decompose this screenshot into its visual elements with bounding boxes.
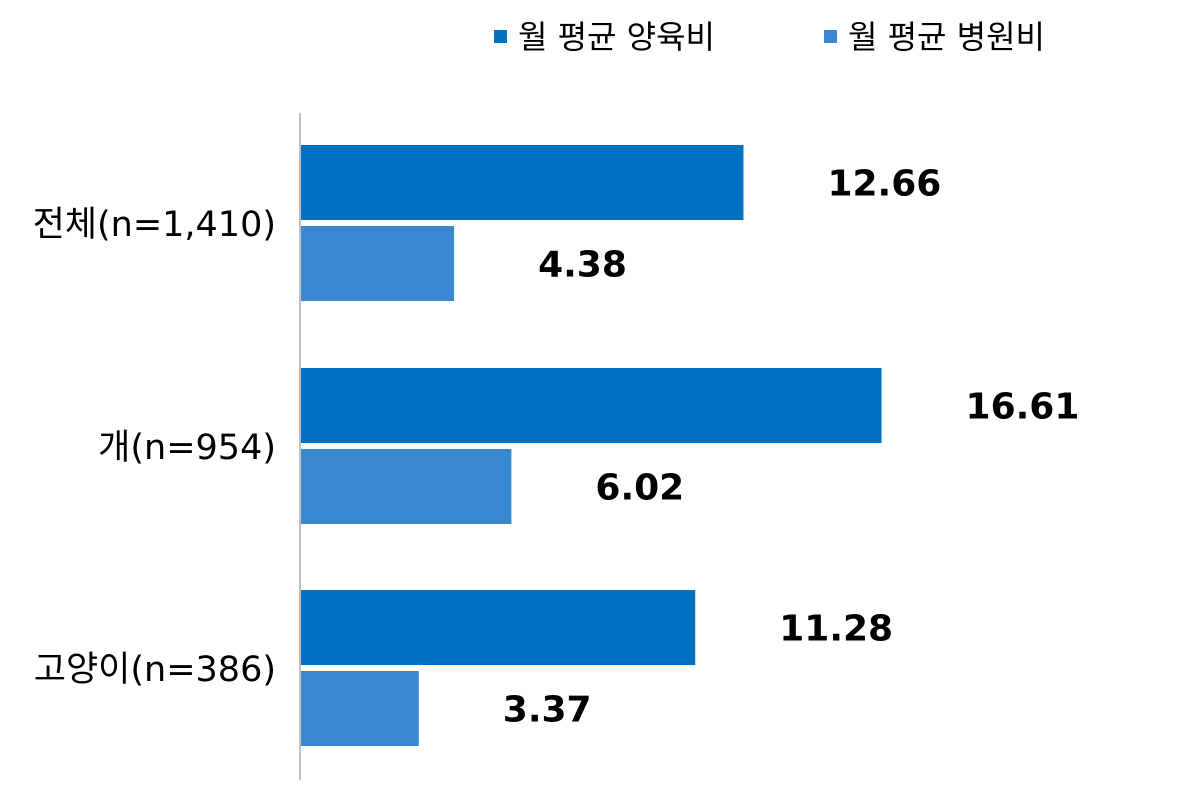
bar-hospital-cost-1 [301, 226, 455, 301]
legend-label-1: 월 평균 양육비 [518, 18, 715, 56]
bars-group [301, 145, 882, 746]
bar-care-cost-1 [301, 145, 744, 220]
bar-hospital-cost-2 [301, 449, 512, 524]
value-labels: 12.66 4.38 16.61 6.02 11.28 3.37 [503, 164, 1080, 731]
category-labels: 전체(n=1,410) 개(n=954) 고양이(n=386) [33, 205, 276, 690]
bar-care-cost-3 [301, 590, 696, 665]
category-label-1: 전체(n=1,410) [33, 205, 276, 245]
category-label-2: 개(n=954) [98, 428, 276, 468]
legend: 월 평균 양육비 월 평균 병원비 [494, 18, 1045, 56]
value-label-hospital-cost-2: 6.02 [595, 468, 684, 509]
value-label-care-cost-3: 11.28 [779, 609, 893, 650]
legend-swatch-1 [494, 30, 507, 43]
value-label-hospital-cost-1: 4.38 [538, 245, 627, 286]
value-label-hospital-cost-3: 3.37 [503, 690, 592, 731]
bar-hospital-cost-3 [301, 671, 419, 746]
value-label-care-cost-1: 12.66 [827, 164, 941, 205]
legend-label-2: 월 평균 병원비 [848, 18, 1045, 56]
category-label-3: 고양이(n=386) [34, 650, 276, 690]
bar-care-cost-2 [301, 368, 882, 443]
legend-swatch-2 [824, 30, 837, 43]
value-label-care-cost-2: 16.61 [966, 387, 1080, 428]
